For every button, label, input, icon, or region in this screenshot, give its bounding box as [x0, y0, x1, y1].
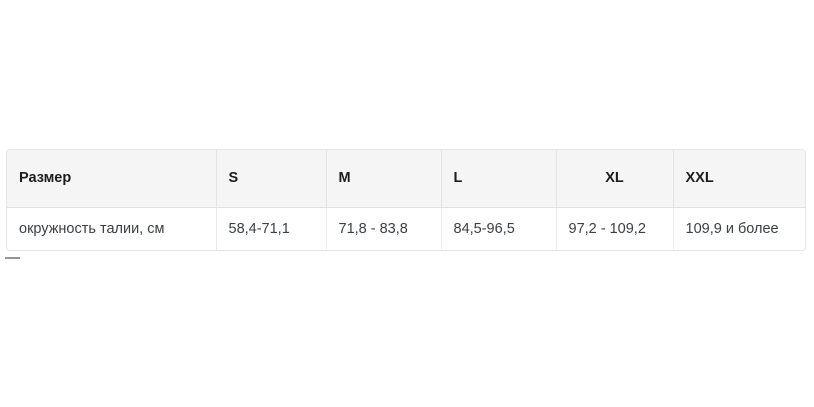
cell-waist-xl: 97,2 - 109,2	[556, 207, 674, 250]
table-row: окружность талии, см 58,4-71,1 71,8 - 83…	[7, 207, 805, 250]
table-header-row: Размер S M L XL XXL	[7, 150, 805, 208]
cell-waist-s: 58,4-71,1	[216, 207, 327, 250]
row-label-waist-circumference: окружность талии, см	[7, 207, 217, 250]
size-chart-table-container: Размер S M L XL XXL окружность талии, см…	[6, 149, 806, 251]
column-header-xl: XL	[556, 150, 674, 208]
cell-waist-m: 71,8 - 83,8	[326, 207, 442, 250]
size-chart-table: Размер S M L XL XXL окружность талии, см…	[7, 150, 805, 250]
trailing-dash-text: —	[5, 250, 20, 266]
column-header-m: M	[326, 150, 442, 208]
column-header-s: S	[216, 150, 327, 208]
table-header: Размер S M L XL XXL	[7, 150, 805, 208]
table-body: окружность талии, см 58,4-71,1 71,8 - 83…	[7, 207, 805, 250]
cell-waist-l: 84,5-96,5	[441, 207, 557, 250]
column-header-xxl: XXL	[673, 150, 805, 208]
column-header-size-label: Размер	[7, 150, 217, 208]
column-header-l: L	[441, 150, 557, 208]
cell-waist-xxl: 109,9 и более	[685, 220, 779, 237]
